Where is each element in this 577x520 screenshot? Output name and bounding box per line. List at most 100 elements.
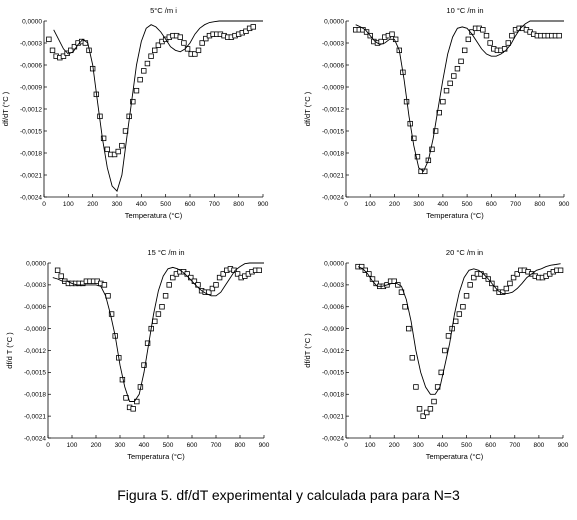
y-tick-label: -0,0021 [20, 172, 42, 179]
calculated-curve [355, 20, 564, 172]
data-point [395, 282, 401, 288]
x-axis-label: Temperatura (°C) [426, 211, 484, 220]
data-point [451, 73, 457, 79]
y-tick-label: -0,0006 [322, 304, 344, 311]
x-tick-label: 300 [115, 442, 126, 449]
y-tick-label: -0,0012 [322, 348, 344, 355]
data-point [111, 151, 118, 158]
x-tick-label: 400 [139, 442, 150, 449]
x-tick-label: 700 [209, 201, 220, 208]
data-point [60, 53, 67, 59]
data-point [480, 27, 486, 33]
x-axis-label: Temperatura (°C) [426, 452, 484, 461]
chart-panel-1: 0 100 200 300 400 500 600 700 800 900 0,0000 -0,000… [1, 6, 269, 220]
x-tick-label: 600 [185, 201, 196, 208]
data-point [363, 29, 370, 35]
x-axis-label: Temperatura (°C) [127, 452, 185, 461]
x-tick-label: 600 [486, 201, 497, 208]
data-point [487, 40, 493, 46]
x-tick-label: 800 [235, 442, 246, 449]
data-point [144, 60, 151, 67]
data-point [115, 148, 121, 155]
data-point [199, 40, 205, 46]
x-tick-label: 100 [365, 201, 376, 208]
data-point [152, 47, 158, 54]
y-tick-label: -0,0003 [24, 282, 46, 289]
y-tick-label: -0,0021 [24, 413, 46, 420]
x-tick-label: 500 [461, 442, 472, 449]
data-point [402, 304, 408, 310]
chart-title: 15 °C /m in [147, 248, 184, 257]
y-tick-label: -0,0018 [24, 392, 46, 399]
data-point [424, 409, 430, 416]
data-point [152, 318, 158, 325]
y-tick-label: -0,0015 [322, 128, 344, 135]
y-axis-label: df/d T (°C ) [5, 332, 14, 369]
data-point [505, 40, 511, 46]
data-point [461, 47, 468, 54]
data-point [141, 68, 147, 74]
data-point [119, 142, 125, 149]
y-tick-label: -0,0009 [20, 84, 42, 91]
data-point [100, 135, 107, 142]
x-tick-label: 700 [510, 201, 521, 208]
x-tick-label: 900 [559, 201, 570, 208]
chart-panel-2: 0 100 200 300 400 500 600 700 800 900 0,0000 -0,000… [303, 6, 570, 220]
x-tick-label: 0 [344, 201, 348, 208]
data-point [510, 274, 517, 281]
chart-title: 5°C /m i [150, 6, 177, 15]
data-point [166, 282, 172, 288]
y-tick-label: -0,0012 [322, 106, 344, 113]
y-tick-label: -0,0009 [322, 84, 344, 91]
y-tick-label: -0,0018 [322, 150, 344, 157]
y-axis-label: df/dT (°C ) [303, 333, 312, 368]
y-tick-label: -0,0012 [20, 106, 42, 113]
chart-title: 20 °C /m in [446, 248, 483, 257]
data-point [465, 36, 472, 43]
y-tick-label: 0,0000 [26, 260, 46, 267]
data-point [443, 87, 450, 94]
x-tick-label: 0 [344, 442, 348, 449]
data-point [411, 135, 417, 142]
data-point [101, 282, 108, 288]
x-tick-label: 500 [163, 442, 174, 449]
y-tick-label: -0,0015 [24, 370, 46, 377]
calculated-curve [53, 20, 263, 192]
chart-title: 10 °C /m in [446, 6, 483, 15]
x-tick-label: 900 [558, 442, 569, 449]
x-axis-label: Temperatura (°C) [125, 211, 183, 220]
chart-panel-3: 0 100 200 300 400 500 600 700 800 900 0,0000 -0,000… [5, 248, 270, 461]
data-point [447, 80, 453, 87]
data-point [155, 42, 162, 48]
x-tick-label: 200 [389, 442, 400, 449]
x-tick-label: 600 [485, 442, 496, 449]
data-point [420, 413, 426, 419]
data-point [159, 304, 165, 310]
y-tick-label: -0,0021 [322, 413, 344, 420]
y-tick-label: -0,0024 [24, 435, 46, 442]
data-point [456, 311, 463, 317]
data-point [148, 53, 154, 59]
data-point [256, 267, 262, 273]
data-point [133, 87, 140, 94]
x-tick-label: 500 [462, 201, 473, 208]
x-tick-label: 600 [187, 442, 198, 449]
x-tick-label: 400 [437, 442, 448, 449]
data-point [378, 38, 384, 45]
data-point [442, 347, 448, 354]
data-point [416, 406, 423, 412]
x-tick-label: 700 [211, 442, 222, 449]
data-point [458, 58, 464, 65]
x-tick-label: 100 [365, 442, 376, 449]
data-point [481, 273, 488, 279]
x-tick-label: 900 [258, 201, 269, 208]
data-point [250, 24, 256, 30]
data-point [556, 32, 562, 39]
data-point [431, 398, 437, 405]
data-point [209, 285, 216, 292]
data-point [460, 304, 466, 310]
x-tick-label: 200 [389, 201, 400, 208]
data-point [358, 263, 365, 270]
data-point [155, 311, 162, 317]
data-point [405, 325, 412, 332]
